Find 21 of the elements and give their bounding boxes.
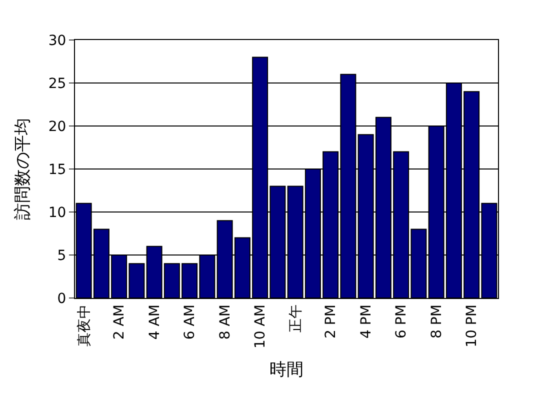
x-tick-label: 2 PM (323, 304, 340, 338)
y-axis-title: 訪問数の平均 (12, 118, 33, 220)
y-tick-label: 20 (48, 118, 66, 135)
x-tick-label: 2 AM (112, 304, 128, 340)
x-tick-label: 正午 (288, 304, 304, 333)
y-tick-label: 30 (48, 32, 66, 49)
x-tick-label: 真夜中 (76, 304, 92, 347)
x-axis-title: 時間 (270, 360, 304, 380)
x-tick-label: 6 AM (182, 304, 198, 340)
x-tick-label: 10 AM (252, 304, 269, 349)
x-tick-label: 4 PM (358, 304, 374, 338)
x-tick-label: 8 AM (217, 304, 234, 340)
x-tick-label: 8 PM (428, 304, 445, 338)
y-tick-label: 25 (48, 76, 66, 92)
y-tick-label: 10 (48, 204, 66, 221)
y-tick-label: 15 (48, 162, 66, 178)
x-tick-label: 4 AM (146, 304, 163, 340)
y-tick-label: 5 (57, 248, 66, 264)
y-tick-label: 0 (57, 290, 66, 307)
x-tick-label: 10 PM (464, 304, 480, 348)
x-tick-label: 6 PM (394, 304, 410, 338)
